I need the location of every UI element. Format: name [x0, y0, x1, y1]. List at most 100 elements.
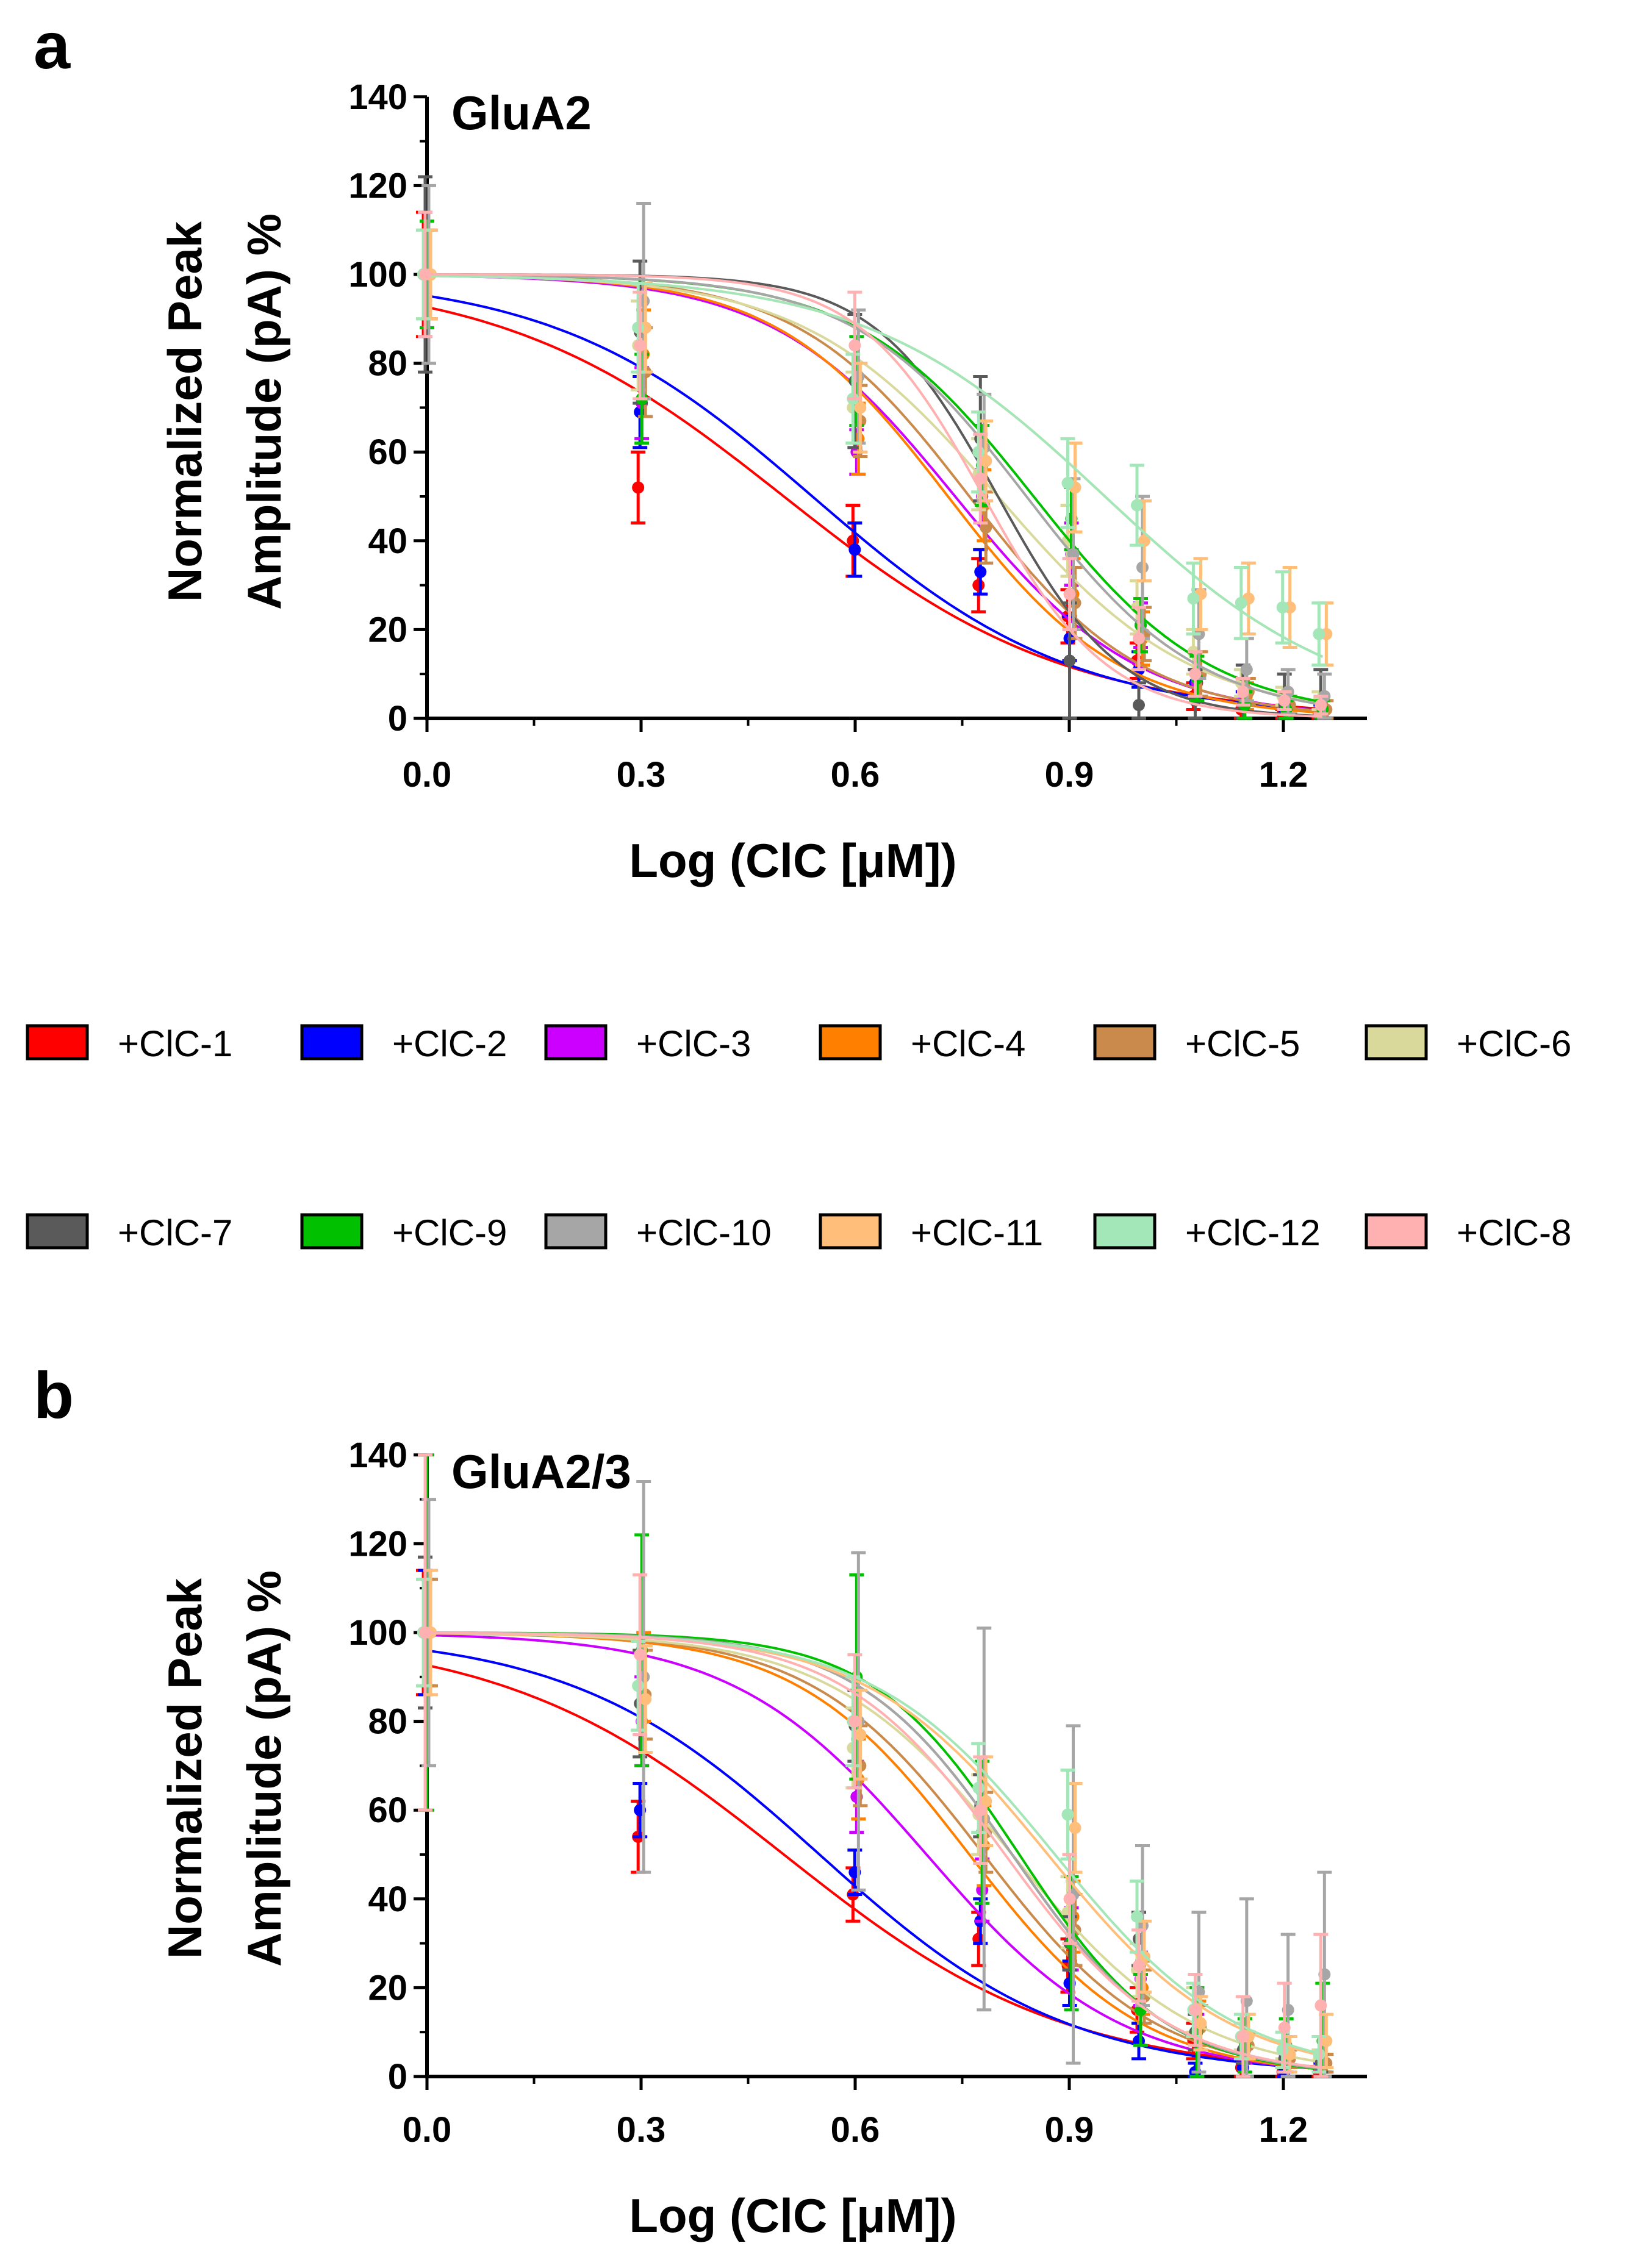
panel-b-data-point: [980, 1795, 992, 1808]
panel-b-ytick-label-100: 100: [348, 1613, 407, 1653]
panel-a-data-point: [972, 579, 985, 592]
panel-a-ytick-label-40: 40: [368, 521, 407, 561]
panel-a-ytick-label-100: 100: [348, 255, 407, 295]
legend-item-clc-9: +ClC-9: [300, 1212, 507, 1253]
legend-item-clc-2: +ClC-2: [300, 1023, 507, 1064]
panel-b-data-point: [1069, 1822, 1081, 1834]
panel-a-data-point: [854, 401, 867, 414]
panel-b-series-clc-8: [418, 1453, 1329, 2078]
panel-b-data-point: [1063, 1892, 1076, 1905]
legend-swatch: [1365, 1024, 1428, 1061]
panel-b-fit-curve: [426, 1664, 1323, 2069]
panel-b-data-point: [1194, 2017, 1207, 2030]
panel-a-fit-curve: [427, 273, 1323, 718]
panel-a-data-point: [634, 339, 647, 352]
panel-a-data-point: [632, 481, 645, 494]
panel-a-data-point: [1278, 694, 1291, 707]
panel-a-ylabel-line2: Amplitude (pA) %: [237, 213, 291, 610]
panel-a-ytick-label-60: 60: [368, 432, 407, 472]
panel-b: b Normalized Peak Amplitude (pA) % Log (…: [34, 1358, 1367, 2242]
panel-a-chart-title: GluA2: [451, 86, 592, 140]
panel-a-data-point: [1133, 699, 1145, 712]
legend-swatch: [819, 1213, 882, 1250]
legend-label: +ClC-4: [911, 1023, 1025, 1064]
panel-b-fit-curve: [426, 1631, 1323, 2069]
panel-b-xtick-label-0.6: 0.6: [831, 2110, 880, 2150]
panel-b-data-point: [1189, 2003, 1202, 2016]
panel-a-ytick-label-20: 20: [368, 610, 407, 649]
panel-b-data-point: [1278, 2021, 1291, 2034]
panel-b-fit-curve: [426, 1649, 1323, 2070]
legend-item-clc-6: +ClC-6: [1365, 1023, 1571, 1064]
legend-item-clc-10: +ClC-10: [544, 1212, 772, 1253]
panel-a-data-point: [1187, 592, 1200, 605]
panel-a-x-axis-title: Log (ClC [μM]): [629, 834, 956, 887]
panel-a-data-point: [1061, 477, 1074, 490]
panel-b-ytick-label-120: 120: [348, 1524, 407, 1564]
panel-b-data-point: [1314, 1999, 1327, 2012]
legend-item-clc-8: +ClC-8: [1365, 1212, 1571, 1253]
panel-a-ytick-label-140: 140: [348, 77, 407, 117]
legend: +ClC-1 +ClC-2 +ClC-3 +ClC-4 +ClC-5 +ClC-6 +ClC…: [26, 1023, 1571, 1253]
panel-b-data-point: [854, 1728, 867, 1741]
panel-b-ylabel-line1: Normalized Peak: [158, 1578, 212, 1959]
panel-b-letter: b: [34, 1358, 74, 1432]
panel-b-data-point: [1236, 2030, 1249, 2043]
panel-a-data-point: [1236, 685, 1249, 698]
panel-b-data-point: [419, 1626, 431, 1639]
panel-b-ytick-label-140: 140: [348, 1436, 407, 1475]
panel-b-ytick-label-40: 40: [368, 1880, 407, 1919]
panel-a: a Normalized Peak Amplitude (pA) % Log (…: [34, 9, 1367, 887]
panel-b-data-point: [1133, 1959, 1145, 1972]
legend-swatch: [819, 1024, 882, 1061]
panel-a-data-point: [419, 268, 431, 281]
legend-swatch: [300, 1024, 364, 1061]
panel-b-data-point: [634, 1648, 647, 1661]
panel-a-ylabel-line1: Normalized Peak: [158, 221, 212, 602]
legend-swatch: [26, 1024, 89, 1061]
panel-b-data-point: [1276, 2044, 1289, 2056]
legend-label: +ClC-2: [392, 1023, 507, 1064]
panel-b-x-axis-title: Log (ClC [μM]): [629, 2189, 956, 2242]
panel-a-letter: a: [34, 9, 71, 82]
legend-item-clc-1: +ClC-1: [26, 1023, 232, 1064]
panel-a-data-point: [1133, 632, 1145, 645]
panel-a-series-clc-8: [418, 210, 1329, 718]
panel-a-data-point: [980, 454, 992, 467]
legend-label: +ClC-12: [1185, 1212, 1321, 1253]
legend-item-clc-5: +ClC-5: [1093, 1023, 1300, 1064]
legend-label: +ClC-3: [636, 1023, 751, 1064]
panel-b-xtick-label-0.3: 0.3: [617, 2110, 666, 2150]
panel-a-xtick-label-1.2: 1.2: [1259, 755, 1308, 795]
panel-a-fit-curve: [426, 274, 1324, 658]
panel-b-xtick-label-0.9: 0.9: [1045, 2110, 1094, 2150]
panel-b-data-point: [639, 1693, 652, 1706]
panel-a-data-point: [1136, 561, 1149, 574]
panel-b-data-point: [632, 1680, 645, 1692]
panel-b-data-point: [1061, 1808, 1074, 1821]
panel-b-ytick-label-80: 80: [368, 1702, 407, 1742]
legend-swatch: [1093, 1213, 1157, 1250]
panel-a-data-point: [632, 321, 645, 334]
panel-a-data-point: [1313, 628, 1325, 640]
legend-item-clc-4: +ClC-4: [819, 1023, 1025, 1064]
panel-a-data-point: [1314, 699, 1327, 712]
panel-b-fit-curve: [426, 1634, 1323, 2070]
legend-item-clc-12: +ClC-12: [1093, 1212, 1321, 1253]
panel-a-xtick-label-0.0: 0.0: [403, 755, 452, 795]
legend-swatch: [544, 1213, 608, 1250]
legend-label: +ClC-7: [118, 1212, 232, 1253]
legend-item-clc-11: +ClC-11: [819, 1212, 1043, 1253]
legend-label: +ClC-5: [1185, 1023, 1300, 1064]
panel-a-xtick-label-0.9: 0.9: [1045, 755, 1094, 795]
legend-label: +ClC-8: [1457, 1212, 1571, 1253]
legend-swatch: [26, 1213, 89, 1250]
legend-swatch: [1365, 1213, 1428, 1250]
panel-b-data-point: [1131, 1910, 1143, 1923]
legend-label: +ClC-6: [1457, 1023, 1571, 1064]
panel-a-data-point: [1276, 601, 1289, 614]
legend-swatch: [300, 1213, 364, 1250]
panel-a-ytick-label-120: 120: [348, 166, 407, 206]
